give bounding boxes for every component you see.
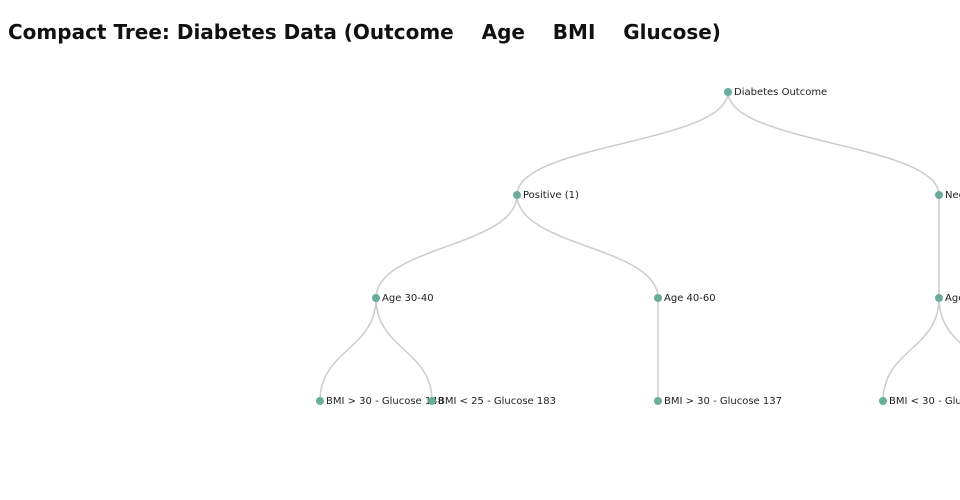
node	[316, 397, 324, 405]
node-label: BMI > 30 - Glucose 137	[664, 396, 782, 407]
node-label: Age 40-60	[664, 293, 716, 304]
node	[654, 397, 662, 405]
link	[375, 297, 433, 402]
link	[319, 297, 377, 402]
nodes: Diabetes Outcome Positive (1) Neg Age 30-40…	[316, 87, 960, 407]
link	[727, 91, 940, 196]
node-label: BMI < 25 - Glucose 183	[438, 396, 556, 407]
node-label: Positive (1)	[523, 190, 579, 201]
node	[654, 294, 662, 302]
node-label: Diabetes Outcome	[734, 87, 827, 98]
node-label: BMI < 30 - Gluc	[889, 396, 960, 407]
links	[319, 91, 960, 402]
title: Compact Tree: Diabetes Data (Outcome Age…	[8, 20, 721, 44]
node-label: Age 30-40	[382, 293, 434, 304]
node-label: BMI > 30 - Glucose 148	[326, 396, 444, 407]
link	[938, 297, 960, 344]
node	[935, 191, 943, 199]
link	[516, 194, 659, 299]
node	[428, 397, 436, 405]
node-label: Age	[945, 293, 960, 304]
node	[372, 294, 380, 302]
node	[935, 294, 943, 302]
node-label: Neg	[945, 190, 960, 201]
node	[724, 88, 732, 96]
link	[516, 91, 729, 196]
link	[882, 297, 940, 402]
link	[375, 194, 518, 299]
node	[879, 397, 887, 405]
node	[513, 191, 521, 199]
